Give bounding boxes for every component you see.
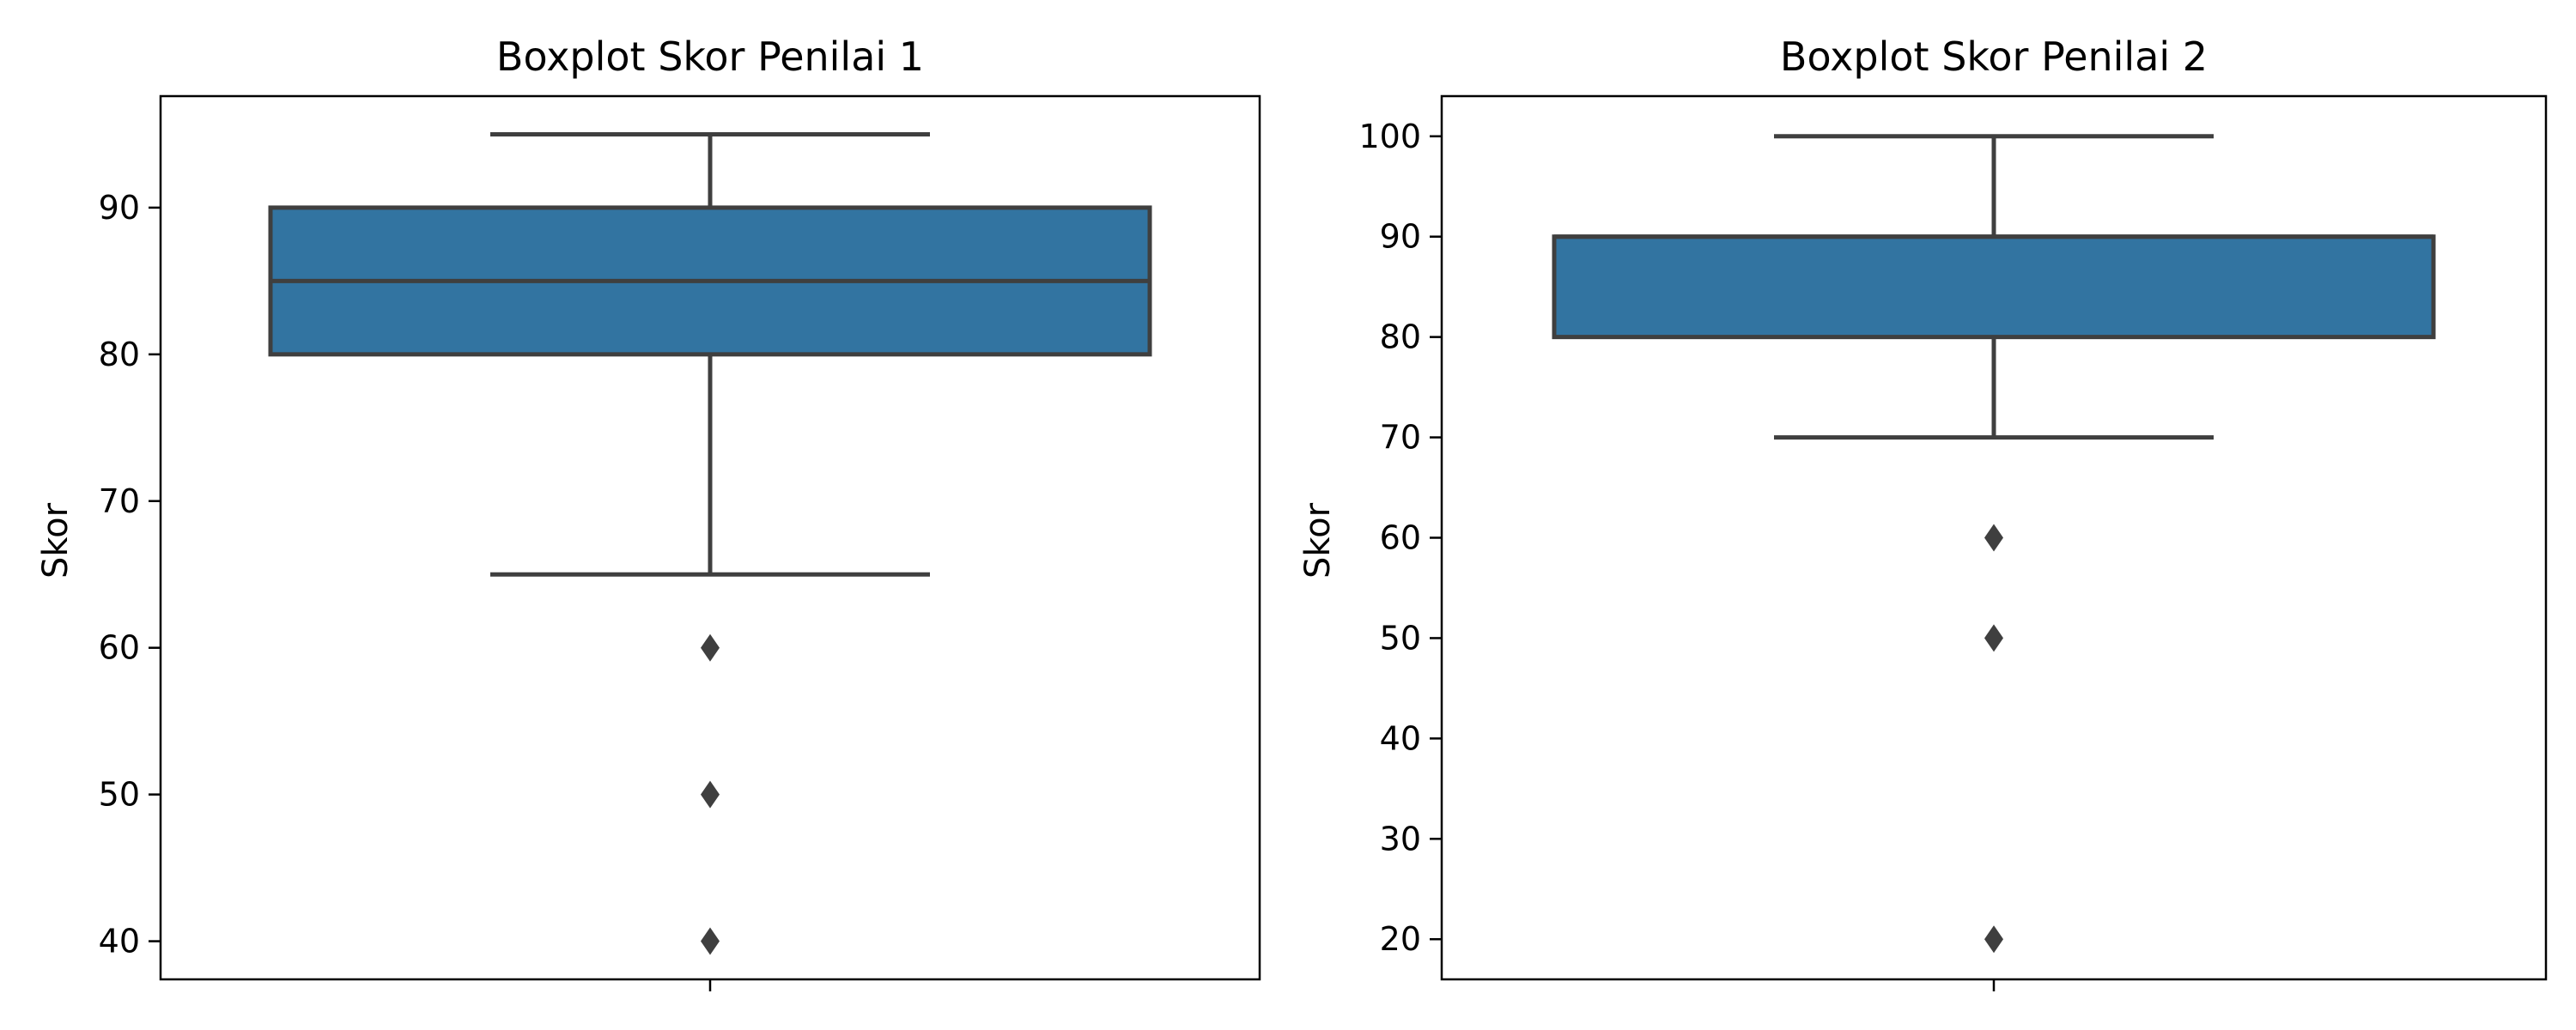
y-tick-label: 20 <box>1380 920 1421 958</box>
outlier-point <box>701 927 720 955</box>
outlier-point <box>1984 524 2003 552</box>
outlier-point <box>1984 624 2003 652</box>
y-tick-label: 100 <box>1358 118 1421 155</box>
plot-area: 40 50 60 70 80 90 <box>99 94 1261 991</box>
y-axis-label: Skor <box>36 502 76 579</box>
y-tick-label: 50 <box>1380 619 1421 657</box>
axes-frame <box>159 94 1261 981</box>
plot-area: 20 30 40 50 60 70 80 90 100 <box>1358 94 2548 991</box>
y-tick-label: 80 <box>99 336 140 373</box>
boxplot-panel-1: Boxplot Skor Penilai 1 Skor 40 50 60 70 80 90 <box>36 33 1261 991</box>
y-tick-label: 40 <box>99 923 140 960</box>
y-tick-label: 70 <box>1380 419 1421 457</box>
iqr-box <box>1552 234 2436 340</box>
y-tick-label: 50 <box>99 776 140 814</box>
axes-frame <box>1440 94 2548 981</box>
y-tick-label: 30 <box>1380 820 1421 857</box>
y-tick-label: 90 <box>1380 218 1421 256</box>
outlier-point <box>701 780 720 809</box>
chart-title: Boxplot Skor Penilai 1 <box>496 33 924 80</box>
chart-title: Boxplot Skor Penilai 2 <box>1780 33 2208 80</box>
y-tick-label: 70 <box>99 482 140 520</box>
y-tick-label: 80 <box>1380 318 1421 356</box>
y-tick-label: 90 <box>99 189 140 227</box>
outlier-point <box>1984 925 2003 954</box>
y-tick-label: 60 <box>99 629 140 667</box>
y-tick-label: 40 <box>1380 719 1421 757</box>
outlier-point <box>701 633 720 662</box>
boxplot-panel-2: Boxplot Skor Penilai 2 Skor 20 30 40 50 60 70… <box>1298 33 2548 991</box>
y-tick-label: 60 <box>1380 519 1421 557</box>
y-axis-label: Skor <box>1298 502 1338 579</box>
